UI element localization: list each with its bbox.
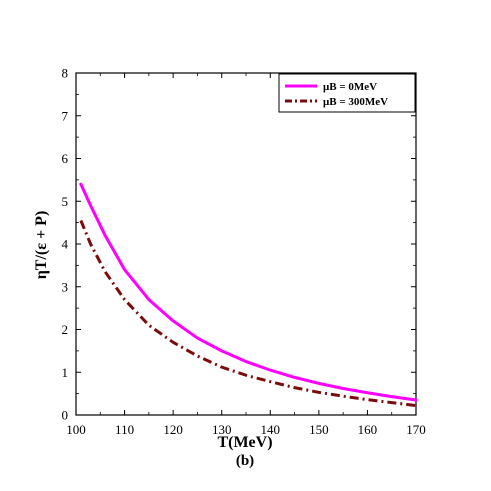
- y-tick-label: 3: [62, 279, 69, 294]
- y-tick-label: 0: [62, 408, 69, 423]
- x-tick-label: 160: [358, 422, 378, 437]
- legend-box: [278, 73, 416, 113]
- x-tick-label: 110: [115, 422, 134, 437]
- y-tick-label: 8: [62, 66, 69, 81]
- y-tick-label: 2: [62, 322, 69, 337]
- x-tick-label: 130: [212, 422, 232, 437]
- x-tick-label: 120: [163, 422, 183, 437]
- x-tick-label: 170: [406, 422, 426, 437]
- y-tick-label: 6: [62, 151, 69, 166]
- legend-label-1: μB = 0MeV: [323, 81, 377, 93]
- y-axis-label: ηT/(ε + P): [33, 211, 50, 280]
- figure-caption: (b): [236, 453, 254, 469]
- plot-frame: [75, 72, 417, 416]
- series-line-1: [79, 182, 418, 402]
- x-tick-label: 100: [66, 422, 86, 437]
- y-tick-label: 4: [62, 237, 69, 252]
- y-tick-label: 7: [62, 108, 69, 123]
- y-tick-label: 1: [62, 365, 69, 380]
- x-tick-label: 140: [261, 422, 281, 437]
- y-tick-label: 5: [62, 194, 69, 209]
- plot-group: 100 110 120 130 140 150 160 170 0 1 2 3 4 5 6 7 8 μB = 0M…: [62, 66, 426, 438]
- series-line-2: [79, 219, 417, 408]
- x-axis-label: T(MeV): [217, 434, 272, 451]
- x-tick-label: 150: [309, 422, 329, 437]
- legend-label-2: μB = 300MeV: [323, 96, 388, 108]
